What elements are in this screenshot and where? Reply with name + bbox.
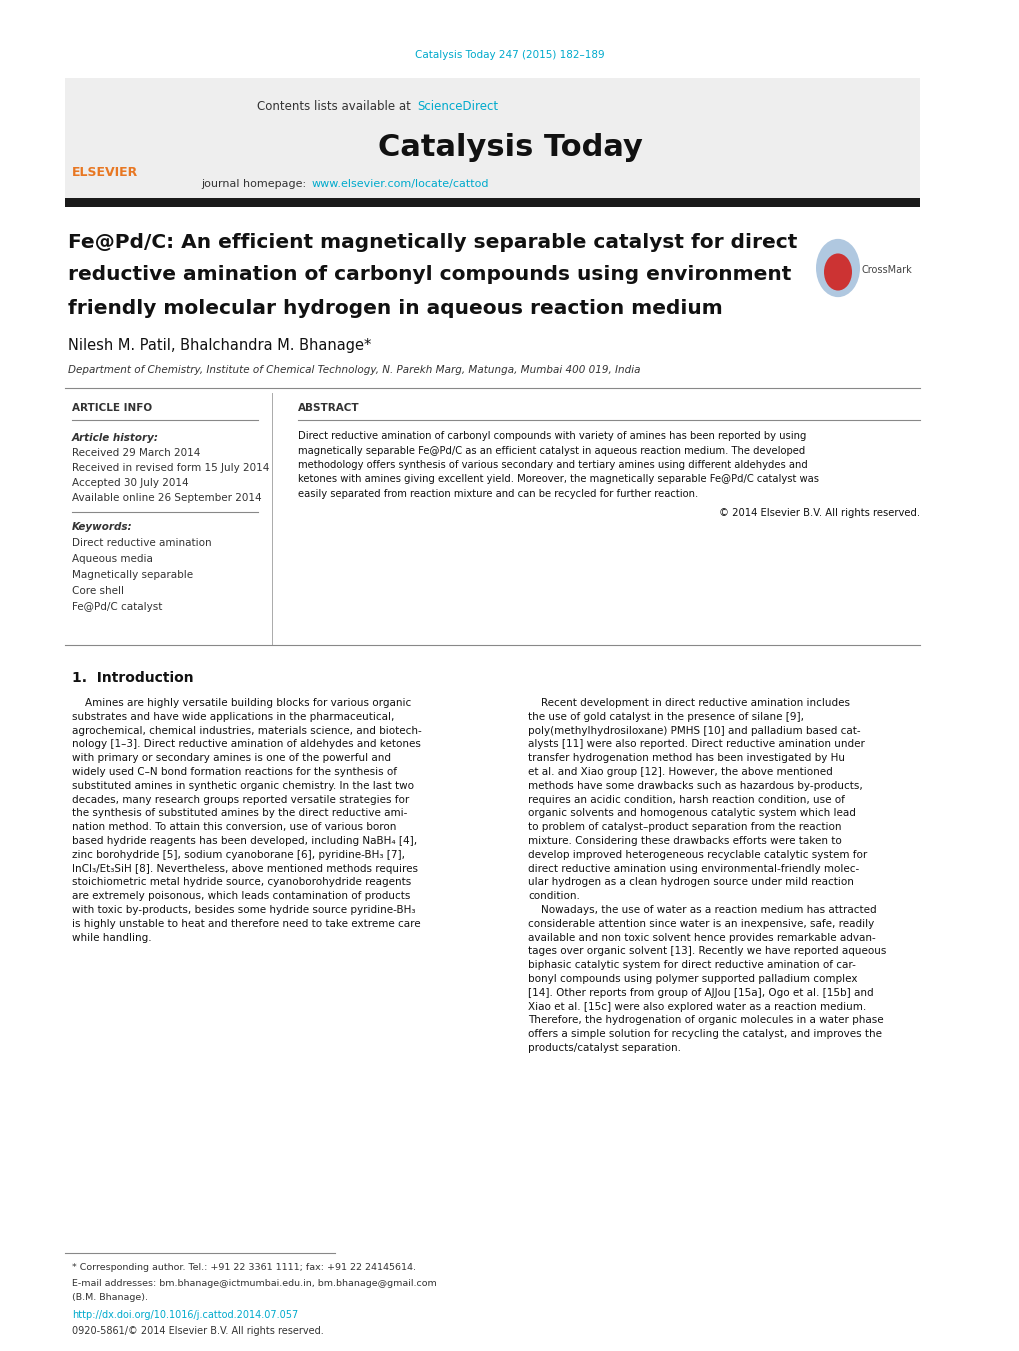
Text: offers a simple solution for recycling the catalyst, and improves the: offers a simple solution for recycling t… [528,1029,881,1039]
Text: Catalysis Today 247 (2015) 182–189: Catalysis Today 247 (2015) 182–189 [415,50,604,59]
Text: nology [1–3]. Direct reductive amination of aldehydes and ketones: nology [1–3]. Direct reductive amination… [72,739,421,750]
Text: reductive amination of carbonyl compounds using environment: reductive amination of carbonyl compound… [68,266,791,285]
Text: methods have some drawbacks such as hazardous by-products,: methods have some drawbacks such as haza… [528,781,862,790]
Text: Catalysis Today: Catalysis Today [377,134,642,162]
Text: Received 29 March 2014: Received 29 March 2014 [72,449,200,458]
Text: ARTICLE INFO: ARTICLE INFO [72,403,152,413]
Text: © 2014 Elsevier B.V. All rights reserved.: © 2014 Elsevier B.V. All rights reserved… [718,508,919,517]
Text: bonyl compounds using polymer supported palladium complex: bonyl compounds using polymer supported … [528,974,857,984]
Text: Fe@Pd/C catalyst: Fe@Pd/C catalyst [72,603,162,612]
Text: the synthesis of substituted amines by the direct reductive ami-: the synthesis of substituted amines by t… [72,808,407,819]
Text: tages over organic solvent [13]. Recently we have reported aqueous: tages over organic solvent [13]. Recentl… [528,947,886,957]
Circle shape [823,254,851,290]
Text: alysts [11] were also reported. Direct reductive amination under: alysts [11] were also reported. Direct r… [528,739,864,750]
Text: Keywords:: Keywords: [72,521,132,532]
Text: the use of gold catalyst in the presence of silane [9],: the use of gold catalyst in the presence… [528,712,803,721]
Text: Accepted 30 July 2014: Accepted 30 July 2014 [72,478,189,488]
Text: ScienceDirect: ScienceDirect [417,100,497,113]
Text: Recent development in direct reductive amination includes: Recent development in direct reductive a… [528,698,849,708]
Text: easily separated from reaction mixture and can be recycled for further reaction.: easily separated from reaction mixture a… [298,489,698,499]
Text: biphasic catalytic system for direct reductive amination of car-: biphasic catalytic system for direct red… [528,961,855,970]
Text: Therefore, the hydrogenation of organic molecules in a water phase: Therefore, the hydrogenation of organic … [528,1016,882,1025]
Text: transfer hydrogenation method has been investigated by Hu: transfer hydrogenation method has been i… [528,754,844,763]
Text: Direct reductive amination: Direct reductive amination [72,538,211,549]
Text: methodology offers synthesis of various secondary and tertiary amines using diff: methodology offers synthesis of various … [298,459,807,470]
Text: 0920-5861/© 2014 Elsevier B.V. All rights reserved.: 0920-5861/© 2014 Elsevier B.V. All right… [72,1325,323,1336]
Text: friendly molecular hydrogen in aqueous reaction medium: friendly molecular hydrogen in aqueous r… [68,299,722,317]
Text: to problem of catalyst–product separation from the reaction: to problem of catalyst–product separatio… [528,823,841,832]
Bar [65,197,919,207]
Text: et al. and Xiao group [12]. However, the above mentioned: et al. and Xiao group [12]. However, the… [528,767,832,777]
Text: www.elsevier.com/locate/cattod: www.elsevier.com/locate/cattod [312,178,489,189]
Text: considerable attention since water is an inexpensive, safe, readily: considerable attention since water is an… [528,919,873,928]
Text: http://dx.doi.org/10.1016/j.cattod.2014.07.057: http://dx.doi.org/10.1016/j.cattod.2014.… [72,1310,298,1320]
Text: Available online 26 September 2014: Available online 26 September 2014 [72,493,261,503]
Text: Article history:: Article history: [72,434,159,443]
Text: decades, many research groups reported versatile strategies for: decades, many research groups reported v… [72,794,409,805]
Text: products/catalyst separation.: products/catalyst separation. [528,1043,681,1052]
Text: Received in revised form 15 July 2014: Received in revised form 15 July 2014 [72,463,269,473]
Text: journal homepage:: journal homepage: [201,178,310,189]
Text: E-mail addresses: bm.bhanage@ictmumbai.edu.in, bm.bhanage@gmail.com: E-mail addresses: bm.bhanage@ictmumbai.e… [72,1278,436,1288]
Text: based hydride reagents has been developed, including NaBH₄ [4],: based hydride reagents has been develope… [72,836,417,846]
Text: Department of Chemistry, Institute of Chemical Technology, N. Parekh Marg, Matun: Department of Chemistry, Institute of Ch… [68,365,640,376]
Text: Contents lists available at: Contents lists available at [257,100,415,113]
Text: available and non toxic solvent hence provides remarkable advan-: available and non toxic solvent hence pr… [528,932,875,943]
Text: substrates and have wide applications in the pharmaceutical,: substrates and have wide applications in… [72,712,394,721]
Text: ular hydrogen as a clean hydrogen source under mild reaction: ular hydrogen as a clean hydrogen source… [528,877,853,888]
Text: Direct reductive amination of carbonyl compounds with variety of amines has been: Direct reductive amination of carbonyl c… [298,431,806,440]
Text: Nilesh M. Patil, Bhalchandra M. Bhanage*: Nilesh M. Patil, Bhalchandra M. Bhanage* [68,339,371,354]
Text: magnetically separable Fe@Pd/C as an efficient catalyst in aqueous reaction medi: magnetically separable Fe@Pd/C as an eff… [298,446,804,455]
Text: nation method. To attain this conversion, use of various boron: nation method. To attain this conversion… [72,823,396,832]
Text: mixture. Considering these drawbacks efforts were taken to: mixture. Considering these drawbacks eff… [528,836,841,846]
Text: Nowadays, the use of water as a reaction medium has attracted: Nowadays, the use of water as a reaction… [528,905,875,915]
Text: are extremely poisonous, which leads contamination of products: are extremely poisonous, which leads con… [72,892,410,901]
Text: organic solvents and homogenous catalytic system which lead: organic solvents and homogenous catalyti… [528,808,855,819]
Text: [14]. Other reports from group of AJJou [15a], Ogo et al. [15b] and: [14]. Other reports from group of AJJou … [528,988,872,998]
Text: * Corresponding author. Tel.: +91 22 3361 1111; fax: +91 22 24145614.: * Corresponding author. Tel.: +91 22 336… [72,1263,416,1273]
Text: condition.: condition. [528,892,580,901]
Text: (B.M. Bhanage).: (B.M. Bhanage). [72,1293,148,1302]
Text: Aqueous media: Aqueous media [72,554,153,563]
Text: direct reductive amination using environmental-friendly molec-: direct reductive amination using environ… [528,863,858,874]
Text: ABSTRACT: ABSTRACT [298,403,360,413]
Text: poly(methylhydrosiloxane) PMHS [10] and palladium based cat-: poly(methylhydrosiloxane) PMHS [10] and … [528,725,860,735]
Text: 1.  Introduction: 1. Introduction [72,671,194,685]
Bar [65,78,919,203]
Text: with primary or secondary amines is one of the powerful and: with primary or secondary amines is one … [72,754,390,763]
Text: ketones with amines giving excellent yield. Moreover, the magnetically separable: ketones with amines giving excellent yie… [298,474,818,485]
Text: while handling.: while handling. [72,932,152,943]
Text: Fe@Pd/C: An efficient magnetically separable catalyst for direct: Fe@Pd/C: An efficient magnetically separ… [68,232,797,251]
Text: Core shell: Core shell [72,586,124,596]
Text: CrossMark: CrossMark [861,265,912,276]
Text: with toxic by-products, besides some hydride source pyridine-BH₃: with toxic by-products, besides some hyd… [72,905,415,915]
Text: stoichiometric metal hydride source, cyanoborohydride reagents: stoichiometric metal hydride source, cya… [72,877,411,888]
Text: ELSEVIER: ELSEVIER [72,166,139,178]
Text: Xiao et al. [15c] were also explored water as a reaction medium.: Xiao et al. [15c] were also explored wat… [528,1001,865,1012]
Text: zinc borohydride [5], sodium cyanoborane [6], pyridine-BH₃ [7],: zinc borohydride [5], sodium cyanoborane… [72,850,405,859]
Text: Magnetically separable: Magnetically separable [72,570,193,580]
Circle shape [815,239,859,297]
Text: agrochemical, chemical industries, materials science, and biotech-: agrochemical, chemical industries, mater… [72,725,421,735]
Text: InCl₃/Et₃SiH [8]. Nevertheless, above mentioned methods requires: InCl₃/Et₃SiH [8]. Nevertheless, above me… [72,863,418,874]
Text: Amines are highly versatile building blocks for various organic: Amines are highly versatile building blo… [72,698,411,708]
Text: substituted amines in synthetic organic chemistry. In the last two: substituted amines in synthetic organic … [72,781,414,790]
Text: requires an acidic condition, harsh reaction condition, use of: requires an acidic condition, harsh reac… [528,794,844,805]
Text: develop improved heterogeneous recyclable catalytic system for: develop improved heterogeneous recyclabl… [528,850,866,859]
Text: widely used C–N bond formation reactions for the synthesis of: widely used C–N bond formation reactions… [72,767,396,777]
Text: is highly unstable to heat and therefore need to take extreme care: is highly unstable to heat and therefore… [72,919,420,928]
